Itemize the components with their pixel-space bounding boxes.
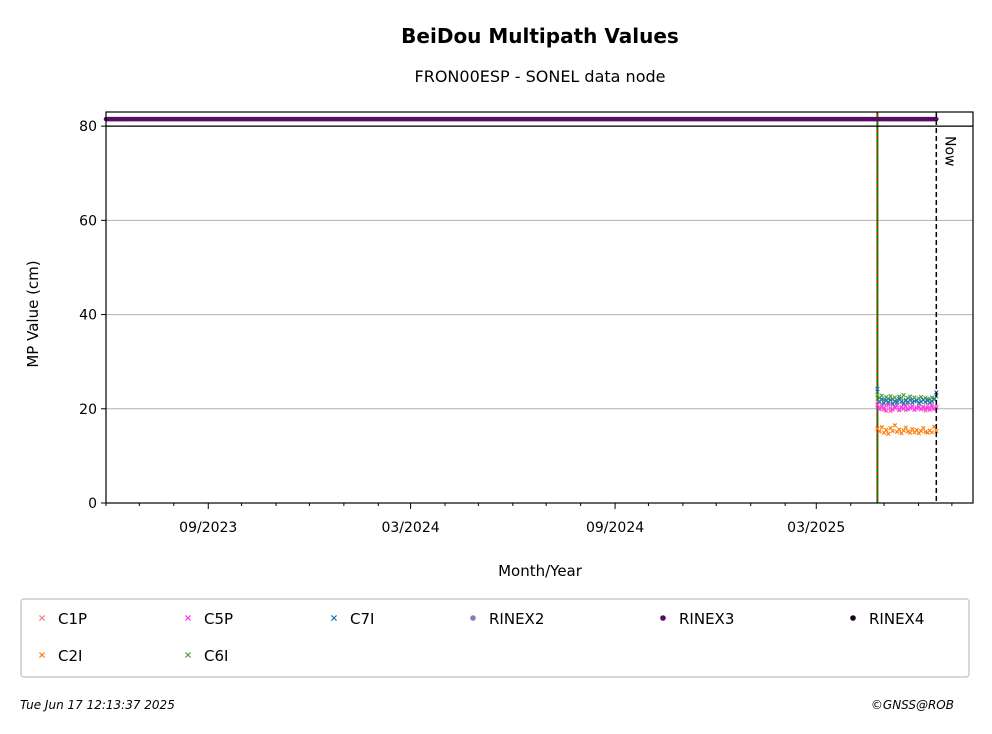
point-C2I (903, 425, 908, 430)
point-C5P (910, 404, 915, 409)
y-axis: 0 20 40 60 80 (79, 119, 106, 512)
point-C2I (921, 425, 926, 431)
y-tick-label: 80 (79, 119, 97, 135)
data-points (875, 386, 939, 436)
point-C5P (934, 405, 939, 410)
point-C2I (883, 427, 889, 433)
y-tick-label: 60 (79, 213, 97, 229)
point-C6I (875, 392, 880, 397)
chart-title: BeiDou Multipath Values (401, 24, 679, 48)
point-C5P (927, 407, 932, 412)
legend-label-RINEX3: RINEX3 (679, 610, 734, 628)
point-C7I (894, 400, 900, 405)
legend-label-C7I: C7I (350, 610, 374, 628)
legend-marker-RINEX3 (660, 615, 666, 621)
plot-frame (105, 111, 974, 504)
legend-label-C1P: C1P (58, 610, 87, 628)
footer-timestamp: Tue Jun 17 12:13:37 2025 (20, 698, 175, 712)
legend-label-C5P: C5P (204, 610, 233, 628)
point-C6I (901, 392, 906, 398)
x-axis: 09/2023 03/2024 09/2024 03/2025 (105, 503, 953, 536)
now-label: Now (941, 136, 957, 167)
rinex-marks (103, 116, 973, 127)
point-C7I (931, 397, 937, 402)
legend-marker-C7I (330, 614, 338, 622)
legend-label-C2I: C2I (58, 647, 82, 665)
x-tick-label: 03/2024 (381, 520, 439, 536)
point-C7I (888, 397, 893, 403)
footer-credit: ©GNSS@ROB (871, 698, 954, 712)
point-C2I (879, 424, 884, 430)
chart-subtitle: FRON00ESP - SONEL data node (415, 67, 666, 86)
y-tick-label: 40 (79, 308, 97, 324)
legend-marker-C1P (38, 614, 46, 622)
point-C7I (875, 386, 880, 392)
legend-label-C6I: C6I (204, 647, 228, 665)
point-C6I (888, 393, 893, 399)
legend-marker-C6I (184, 651, 192, 659)
now-marker: Now (935, 112, 957, 503)
legend-label-RINEX4: RINEX4 (869, 610, 924, 628)
point-C5P (883, 408, 889, 413)
legend-marker-C2I (38, 651, 46, 659)
grid-lines (106, 125, 973, 410)
y-tick-label: 0 (88, 496, 97, 512)
legend: C1P C2I C5P C6I C7I RINEX2 RINEX3 RINEX4 (38, 610, 924, 665)
point-C2I (934, 428, 939, 434)
point-C7I (879, 397, 884, 402)
point-C2I (929, 430, 935, 435)
point-C6I (879, 393, 884, 398)
x-axis-label: Month/Year (498, 562, 583, 580)
y-tick-label: 20 (79, 402, 97, 418)
y-axis-label: MP Value (cm) (24, 260, 42, 367)
x-tick-label: 09/2023 (179, 520, 237, 536)
legend-label-RINEX2: RINEX2 (489, 610, 544, 628)
x-tick-label: 03/2025 (787, 520, 845, 536)
point-C2I (890, 428, 895, 434)
point-C2I (892, 423, 898, 428)
point-C2I (907, 430, 913, 436)
point-C2I (931, 424, 937, 429)
legend-marker-RINEX2 (470, 615, 476, 621)
x-tick-label: 09/2024 (586, 520, 644, 536)
point-C5P (875, 402, 880, 408)
legend-marker-C5P (184, 614, 192, 622)
point-C2I (914, 427, 919, 433)
point-C2I (877, 429, 882, 434)
point-C2I (897, 427, 902, 432)
point-C2I (886, 431, 891, 436)
legend-marker-RINEX4 (850, 615, 856, 621)
legend-box (20, 598, 970, 678)
point-C2I (910, 426, 915, 432)
